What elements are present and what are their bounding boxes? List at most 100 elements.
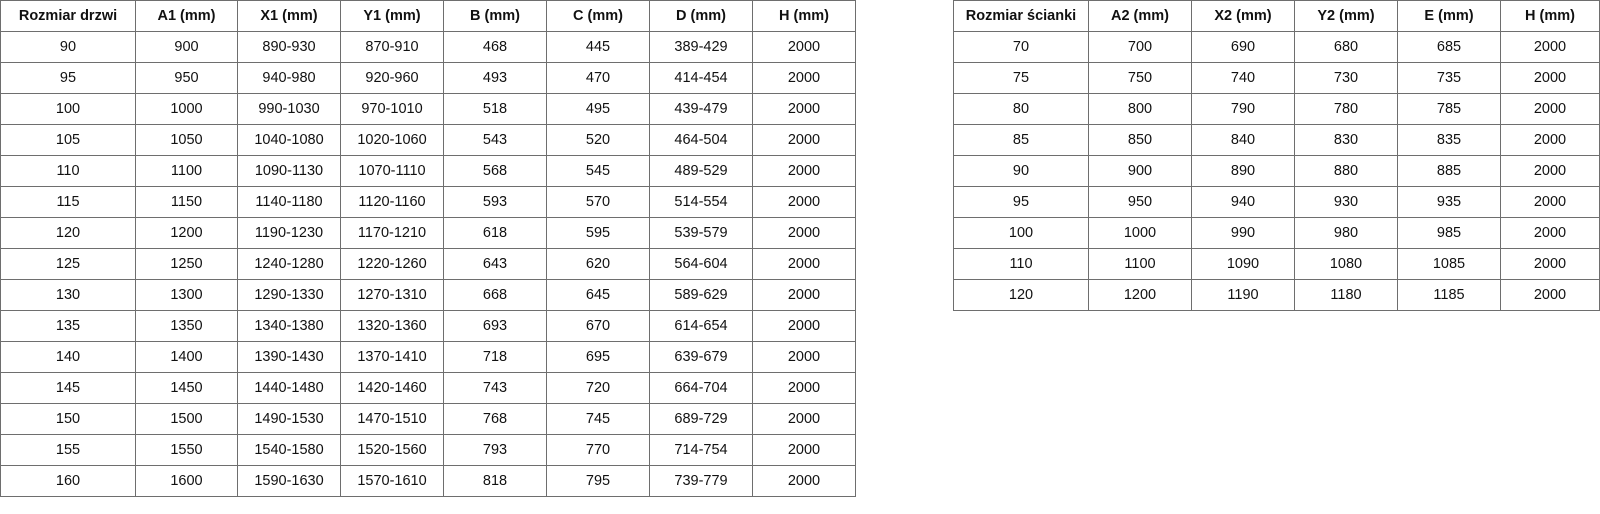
table-cell: 2000: [752, 31, 856, 63]
table-cell: 150: [0, 403, 136, 435]
table-cell: 593: [443, 186, 547, 218]
table-cell: 100: [0, 93, 136, 125]
column-header: H (mm): [1500, 0, 1600, 32]
table-cell: 493: [443, 62, 547, 94]
table-cell: 1080: [1294, 248, 1398, 280]
table-cell: 2000: [752, 310, 856, 342]
table-cell: 950: [135, 62, 238, 94]
table-cell: 120: [0, 217, 136, 249]
table-cell: 2000: [752, 186, 856, 218]
column-header: A2 (mm): [1088, 0, 1192, 32]
table-cell: 1270-1310: [340, 279, 444, 311]
table-cell: 1420-1460: [340, 372, 444, 404]
table-cell: 2000: [752, 155, 856, 187]
table-cell: 695: [546, 341, 650, 373]
table-cell: 890-930: [237, 31, 341, 63]
table-row: 135 1350 1340-1380 1320-1360 693 670 614-654 20…: [0, 310, 856, 342]
table-cell: 1120-1160: [340, 186, 444, 218]
table-cell: 1050: [135, 124, 238, 156]
table-cell: 614-654: [649, 310, 753, 342]
table-cell: 589-629: [649, 279, 753, 311]
table-row: 90 900 890-930 870-910 468 445 389-429 2000: [0, 31, 856, 63]
table-cell: 70: [953, 31, 1089, 63]
table-cell: 1040-1080: [237, 124, 341, 156]
table-cell: 539-579: [649, 217, 753, 249]
table-cell: 1450: [135, 372, 238, 404]
table-cell: 730: [1294, 62, 1398, 94]
table-cell: 100: [953, 217, 1089, 249]
table-row: 125 1250 1240-1280 1220-1260 643 620 564-604 20…: [0, 248, 856, 280]
table-cell: 1185: [1397, 279, 1501, 311]
table-row: 70 700 690 680 685 2000: [953, 31, 1600, 63]
table-cell: 1000: [1088, 217, 1192, 249]
table-cell: 795: [546, 465, 650, 497]
table-cell: 790: [1191, 93, 1295, 125]
table-cell: 745: [546, 403, 650, 435]
table-cell: 720: [546, 372, 650, 404]
table-cell: 595: [546, 217, 650, 249]
table-cell: 2000: [752, 434, 856, 466]
table-row: 145 1450 1440-1480 1420-1460 743 720 664-704 20…: [0, 372, 856, 404]
table-cell: 389-429: [649, 31, 753, 63]
table-cell: 885: [1397, 155, 1501, 187]
table-cell: 110: [953, 248, 1089, 280]
table-cell: 2000: [752, 248, 856, 280]
table-row: 105 1050 1040-1080 1020-1060 543 520 464-504 20…: [0, 124, 856, 156]
table-row: 130 1300 1290-1330 1270-1310 668 645 589-629 20…: [0, 279, 856, 311]
table-cell: 693: [443, 310, 547, 342]
table-cell: 2000: [1500, 217, 1600, 249]
table-cell: 85: [953, 124, 1089, 156]
table-cell: 518: [443, 93, 547, 125]
table-cell: 110: [0, 155, 136, 187]
table-cell: 155: [0, 434, 136, 466]
table-row: 110 1100 1090-1130 1070-1110 568 545 489-529 20…: [0, 155, 856, 187]
table-cell: 125: [0, 248, 136, 280]
table-cell: 739-779: [649, 465, 753, 497]
table-cell: 840: [1191, 124, 1295, 156]
table-cell: 2000: [1500, 279, 1600, 311]
table-cell: 75: [953, 62, 1089, 94]
table-cell: 1140-1180: [237, 186, 341, 218]
table-cell: 930: [1294, 186, 1398, 218]
table-cell: 1320-1360: [340, 310, 444, 342]
table-cell: 670: [546, 310, 650, 342]
table-row: 95 950 940-980 920-960 493 470 414-454 2000: [0, 62, 856, 94]
table-cell: 568: [443, 155, 547, 187]
table-cell: 990-1030: [237, 93, 341, 125]
table-cell: 735: [1397, 62, 1501, 94]
table-cell: 689-729: [649, 403, 753, 435]
table-cell: 95: [953, 186, 1089, 218]
table-cell: 1600: [135, 465, 238, 497]
table-row: 100 1000 990-1030 970-1010 518 495 439-479 2000: [0, 93, 856, 125]
table-cell: 768: [443, 403, 547, 435]
column-header: X1 (mm): [237, 0, 341, 32]
table-cell: 545: [546, 155, 650, 187]
table-cell: 890: [1191, 155, 1295, 187]
table-row: 90 900 890 880 885 2000: [953, 155, 1600, 187]
table-cell: 1250: [135, 248, 238, 280]
table-cell: 990: [1191, 217, 1295, 249]
table-cell: 793: [443, 434, 547, 466]
table-cell: 470: [546, 62, 650, 94]
table-cell: 920-960: [340, 62, 444, 94]
table-cell: 145: [0, 372, 136, 404]
column-header: Y2 (mm): [1294, 0, 1398, 32]
column-header: X2 (mm): [1191, 0, 1295, 32]
table-cell: 950: [1088, 186, 1192, 218]
column-header: Rozmiar ścianki: [953, 0, 1089, 32]
table-cell: 1340-1380: [237, 310, 341, 342]
table-cell: 1470-1510: [340, 403, 444, 435]
table-cell: 690: [1191, 31, 1295, 63]
table-cell: 2000: [1500, 124, 1600, 156]
column-header: Y1 (mm): [340, 0, 444, 32]
table-cell: 95: [0, 62, 136, 94]
table-cell: 1370-1410: [340, 341, 444, 373]
table-cell: 90: [0, 31, 136, 63]
table-cell: 1490-1530: [237, 403, 341, 435]
table-cell: 1540-1580: [237, 434, 341, 466]
table-cell: 750: [1088, 62, 1192, 94]
table-cell: 2000: [752, 372, 856, 404]
table-cell: 1570-1610: [340, 465, 444, 497]
table-cell: 850: [1088, 124, 1192, 156]
table-row: 120 1200 1190 1180 1185 2000: [953, 279, 1600, 311]
